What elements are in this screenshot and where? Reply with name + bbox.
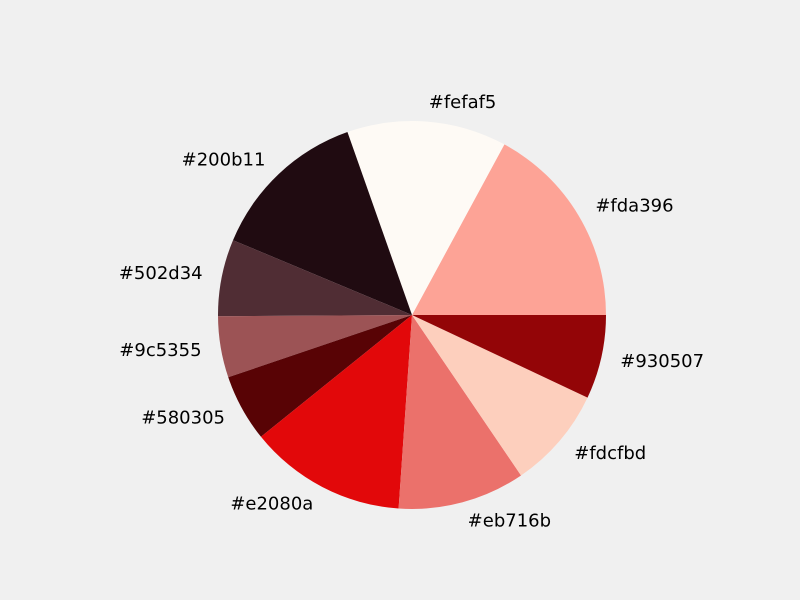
pie-slice-7	[398, 315, 522, 510]
pie-slice-label-3: #502d34	[119, 263, 203, 284]
pie-slice-2	[233, 132, 412, 315]
pie-slice-label-8: #fdcfbd	[574, 443, 646, 464]
pie-slice-3	[218, 240, 412, 317]
pie-slice-label-9: #930507	[620, 351, 704, 372]
pie-slice-label-0: #fda396	[595, 195, 673, 216]
pie-slice-label-2: #200b11	[182, 149, 266, 170]
pie-slice-label-4: #9c5355	[119, 340, 201, 361]
pie-slice-5	[228, 315, 412, 437]
pie-slice-8	[412, 315, 588, 476]
pie-slice-6	[260, 315, 412, 509]
pie-slice-label-5: #580305	[141, 407, 225, 428]
pie-slice-0	[412, 144, 606, 315]
pie-labels: #fda396 #fefaf5 #200b11 #502d34 #9c5355 #5803…	[119, 92, 704, 532]
pie-slices	[218, 121, 606, 510]
pie-slice-4	[218, 315, 412, 378]
pie-slice-label-7: #eb716b	[468, 511, 551, 532]
pie-slice-label-1: #fefaf5	[429, 92, 497, 113]
pie-slice-label-6: #e2080a	[230, 494, 313, 515]
pie-slice-9	[412, 315, 606, 398]
pie-slice-1	[347, 121, 505, 315]
